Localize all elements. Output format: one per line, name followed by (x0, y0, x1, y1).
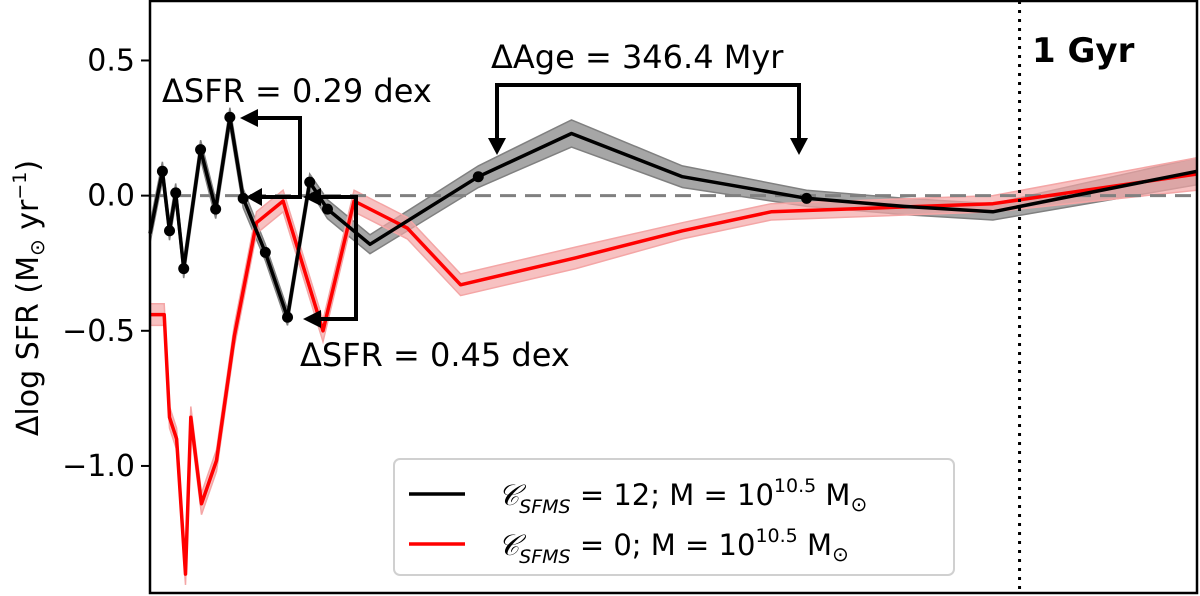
legend-box (393, 458, 955, 576)
y-tick-label: −0.5 (62, 314, 135, 349)
one-gyr-label: 1 Gyr (1032, 31, 1135, 71)
sfr-bottom-arrowheads (303, 188, 321, 328)
black-series-marker (282, 311, 294, 323)
sfr-top-arrowheads (240, 109, 262, 206)
legend: 𝒞SFMS = 12; M = 1010.5 M⊙ 𝒞SFMS = 0; M =… (393, 458, 955, 576)
plot-frame (148, 0, 1199, 595)
black-series-marker (178, 263, 190, 275)
y-axis-ticks: 0.5 0.0 −0.5 −1.0 (62, 43, 150, 484)
black-series-band (149, 107, 1198, 326)
legend-black-label: 𝒞SFMS = 12; M = 1010.5 M⊙ (498, 475, 867, 518)
y-tick-label: 0.5 (87, 43, 135, 78)
red-series-line (150, 172, 1198, 576)
black-series-markers (156, 111, 813, 323)
black-series-marker (321, 203, 333, 215)
sfr-bottom-bracket (316, 195, 358, 321)
black-series-marker (801, 192, 813, 204)
black-series-marker (224, 111, 236, 123)
black-series-marker (472, 171, 484, 183)
black-series-marker (164, 225, 176, 237)
age-bracket (495, 83, 801, 138)
black-series-marker (210, 203, 222, 215)
sfr-bottom-annotation: ΔSFR = 0.45 dex (300, 336, 570, 374)
sfr-top-bracket (252, 116, 302, 199)
black-series-marker (237, 192, 249, 204)
y-tick-label: 0.0 (87, 179, 135, 214)
black-series-marker (156, 165, 168, 177)
black-series-marker (195, 144, 207, 156)
black-series-marker (259, 246, 271, 258)
sfr-top-annotation: ΔSFR = 0.29 dex (162, 72, 432, 110)
y-axis-label: Δlog SFR (M⊙ yr−1) (9, 160, 49, 436)
black-series-marker (170, 187, 182, 199)
y-tick-label: −1.0 (62, 449, 135, 484)
age-arrowheads (488, 138, 808, 155)
age-annotation: ΔAge = 346.4 Myr (491, 38, 784, 76)
black-series-marker (304, 176, 316, 188)
